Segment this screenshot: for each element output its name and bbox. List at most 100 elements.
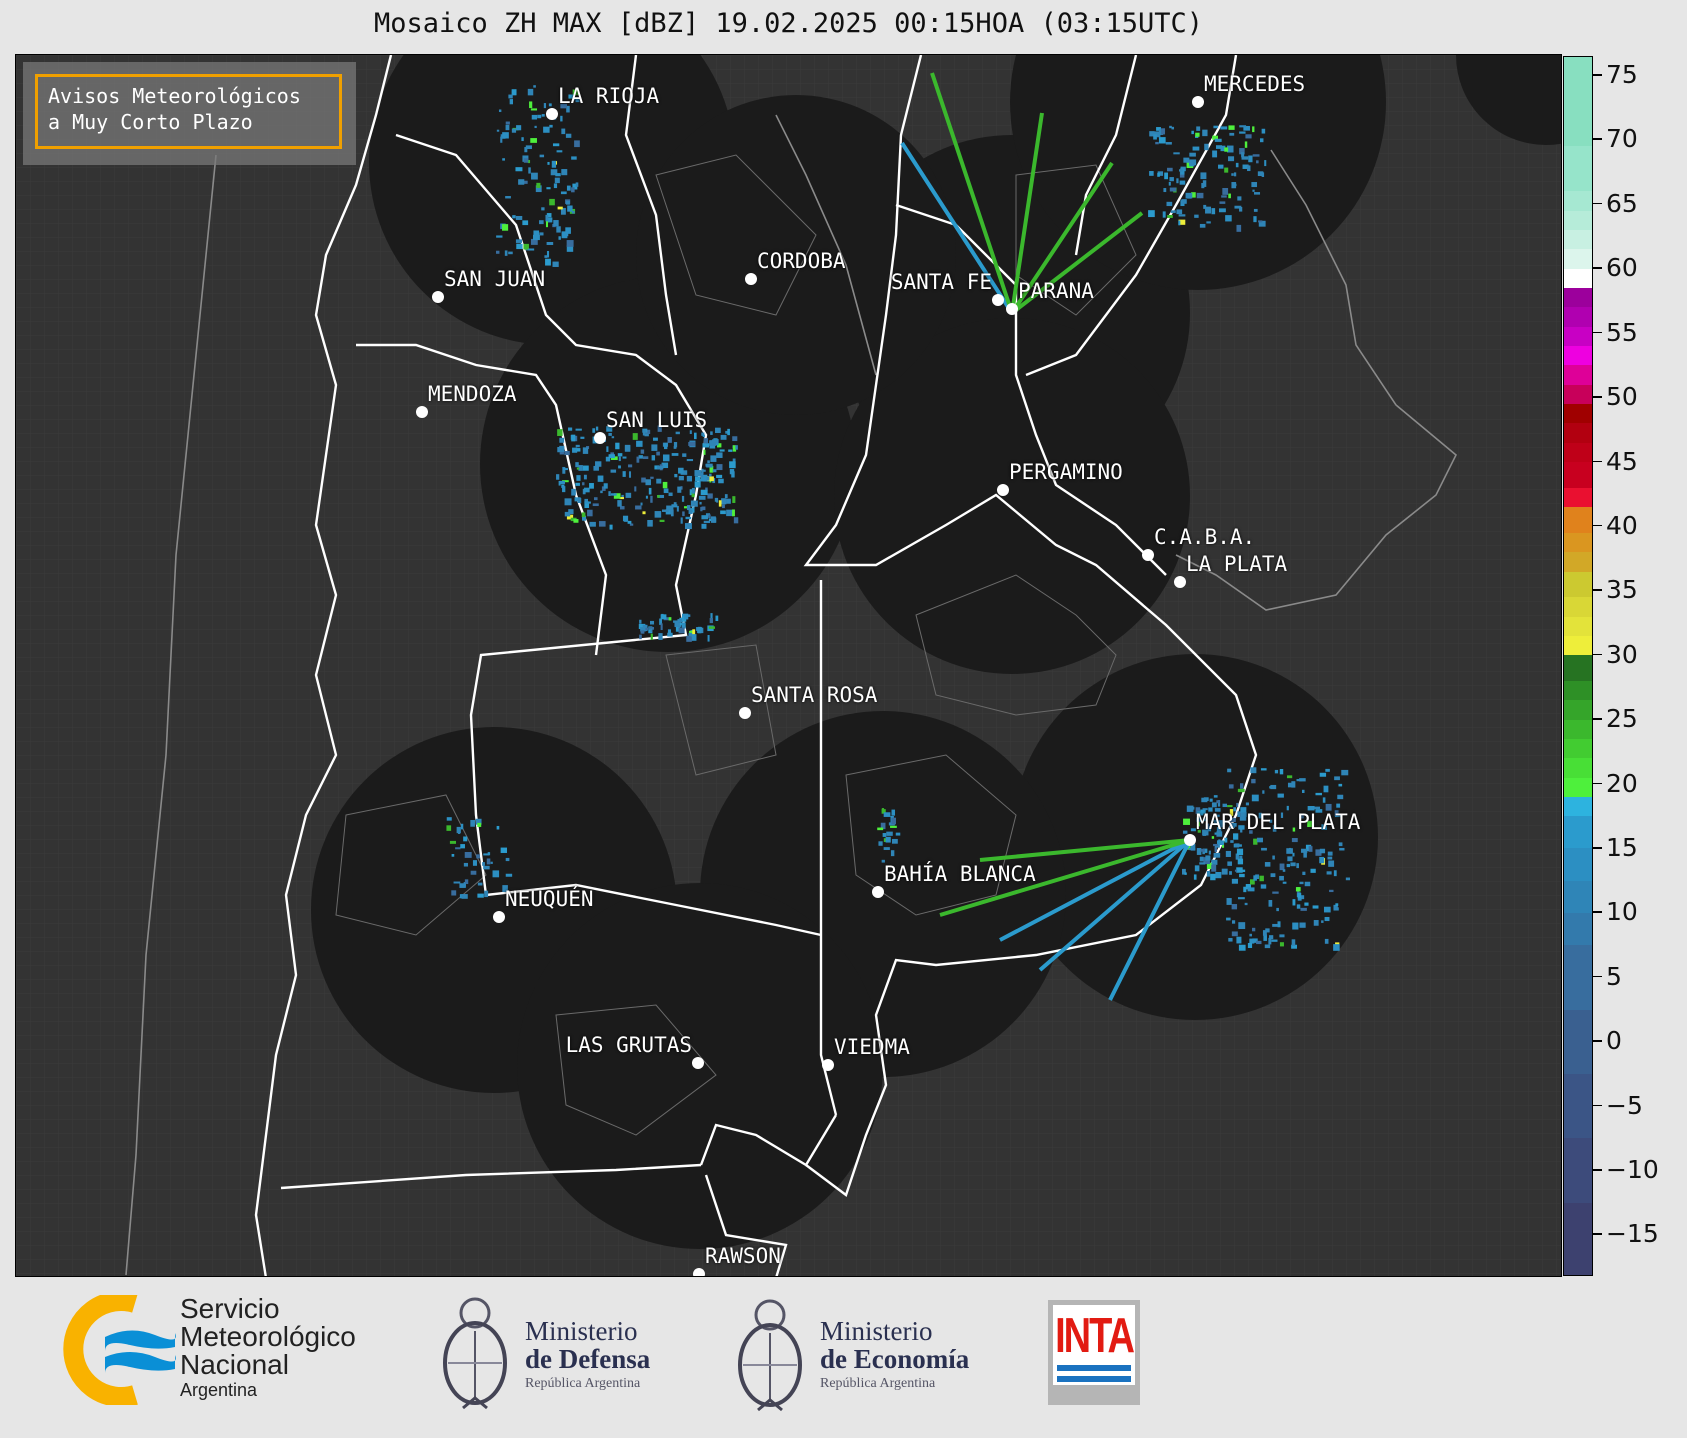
echo-pixel — [449, 840, 457, 844]
echo-pixel — [708, 626, 716, 629]
echo-pixel — [560, 191, 567, 195]
echo-pixel — [708, 518, 713, 522]
city-marker[interactable] — [822, 1059, 834, 1071]
city-marker[interactable] — [432, 291, 444, 303]
echo-pixel — [891, 838, 898, 844]
echo-pixel — [727, 428, 730, 436]
echo-pixel — [1268, 900, 1273, 907]
echo-pixel — [1272, 923, 1278, 927]
city-marker[interactable] — [739, 707, 751, 719]
echo-pixel — [733, 517, 739, 524]
echo-pixel — [709, 465, 714, 473]
echo-pixel — [701, 432, 705, 436]
echo-pixel — [883, 847, 890, 850]
city-marker[interactable] — [1184, 834, 1196, 846]
echo-pixel — [1296, 863, 1299, 869]
echo-pixel — [559, 445, 565, 452]
colorbar-band — [1564, 287, 1592, 308]
echo-pixel — [593, 497, 598, 501]
echo-pixel — [1215, 145, 1223, 149]
city-marker[interactable] — [992, 294, 1004, 306]
echo-pixel — [1148, 210, 1155, 218]
city-marker[interactable] — [1174, 576, 1186, 588]
echo-pixel — [682, 511, 685, 517]
echo-pixel — [1276, 907, 1279, 912]
city-marker[interactable] — [1192, 96, 1204, 108]
echo-pixel — [707, 493, 713, 499]
echo-pixel — [1314, 806, 1321, 810]
colorbar-band — [1564, 1137, 1592, 1203]
echo-pixel — [1345, 877, 1351, 881]
smn-line-2: Meteorológico — [180, 1321, 356, 1352]
echo-pixel — [553, 220, 559, 227]
radar-map[interactable]: LA RIOJA SAN JUAN CORDOBA SANTA FE PARANA MER… — [15, 54, 1562, 1277]
echo-pixel — [651, 444, 658, 451]
echo-pixel — [1164, 172, 1168, 180]
echo-pixel — [615, 442, 620, 450]
echo-pixel — [1326, 871, 1332, 875]
echo-pixel — [690, 500, 698, 507]
echo-pixel — [1339, 847, 1345, 851]
echo-pixel — [1238, 825, 1245, 830]
colorbar-band — [1564, 422, 1592, 443]
echo-pixel — [701, 515, 709, 520]
city-marker[interactable] — [692, 1057, 704, 1069]
city-marker[interactable] — [493, 911, 505, 923]
echo-pixel — [561, 169, 568, 176]
echo-pixel — [1234, 205, 1242, 209]
echo-pixel — [1214, 832, 1218, 835]
echo-pixel — [682, 453, 687, 457]
echo-pixel — [625, 492, 632, 498]
echo-pixel — [694, 481, 701, 488]
echo-pixel — [1213, 843, 1218, 847]
echo-pixel — [1233, 833, 1239, 840]
echo-pixel — [648, 626, 653, 634]
echo-pixel — [516, 243, 523, 250]
echo-pixel — [1222, 803, 1228, 808]
echo-pixel — [1196, 848, 1202, 855]
echo-pixel — [522, 180, 528, 184]
echo-pixel — [1282, 881, 1287, 884]
city-marker[interactable] — [872, 886, 884, 898]
colorbar-band — [1564, 680, 1592, 701]
echo-pixel — [891, 817, 896, 825]
city-marker[interactable] — [546, 108, 558, 120]
colorbar-tick — [1593, 74, 1602, 76]
city-marker[interactable] — [594, 432, 606, 444]
city-label: SANTA ROSA — [751, 683, 878, 707]
colorbar-band — [1564, 248, 1592, 269]
city-marker[interactable] — [745, 273, 757, 285]
echo-pixel — [1211, 859, 1218, 865]
echo-pixel — [1315, 849, 1322, 856]
city-marker[interactable] — [1006, 303, 1018, 315]
echo-pixel — [693, 432, 697, 440]
echo-pixel — [710, 431, 713, 435]
echo-pixel — [502, 224, 509, 231]
echo-pixel — [1179, 169, 1183, 172]
echo-pixel — [732, 436, 738, 442]
echo-ray — [900, 141, 1014, 315]
echo-pixel — [692, 629, 696, 636]
colorbar-tick — [1593, 847, 1602, 849]
city-marker[interactable] — [693, 1268, 705, 1277]
echo-pixel — [667, 629, 672, 634]
city-marker[interactable] — [997, 484, 1009, 496]
echo-pixel — [719, 449, 725, 452]
echo-pixel — [511, 89, 517, 96]
warnings-legend-frame[interactable]: Avisos Meteorológicos a Muy Corto Plazo — [35, 74, 342, 149]
city-marker[interactable] — [416, 406, 428, 418]
echo-pixel — [572, 98, 576, 101]
echo-pixel — [645, 495, 648, 499]
city-marker[interactable] — [1142, 549, 1154, 561]
echo-ray — [1038, 838, 1192, 972]
echo-pixel — [1208, 850, 1211, 855]
echo-pixel — [582, 482, 585, 486]
colorbar-tick — [1593, 267, 1602, 269]
echo-pixel — [627, 520, 632, 524]
warnings-legend-box[interactable]: Avisos Meteorológicos a Muy Corto Plazo — [23, 62, 356, 165]
map-canvas — [16, 55, 1561, 1277]
city-label: SAN LUIS — [606, 408, 708, 432]
echo-pixel — [571, 210, 575, 214]
echo-pixel — [731, 471, 735, 478]
echo-pixel — [576, 475, 581, 481]
